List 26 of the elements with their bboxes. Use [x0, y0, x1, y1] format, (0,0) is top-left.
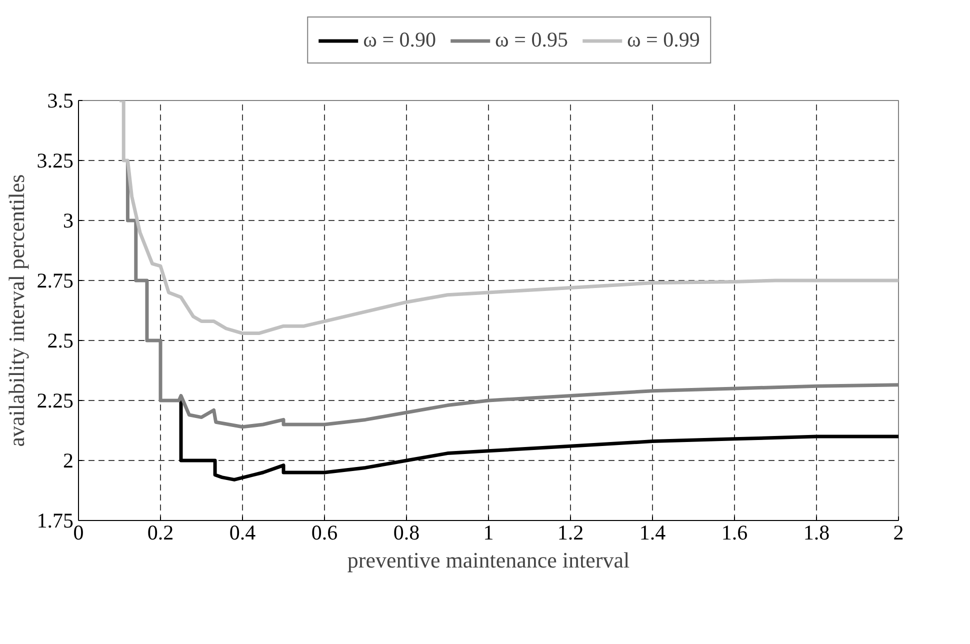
y-tick-label: 2 — [63, 448, 74, 472]
legend-label: ω = 0.95 — [495, 28, 568, 52]
x-tick-label: 1.6 — [721, 520, 748, 544]
x-tick-label: 0.8 — [393, 520, 420, 544]
y-tick-label: 1.75 — [36, 508, 74, 532]
y-tick-label: 3.25 — [36, 148, 74, 172]
y-tick-label: 3.5 — [47, 88, 74, 112]
x-tick-label: 1.8 — [803, 520, 830, 544]
x-tick-label: 0.4 — [229, 520, 256, 544]
x-tick-label: 2 — [893, 520, 904, 544]
x-axis-title: preventive maintenance interval — [347, 548, 630, 572]
x-tick-label: 1.4 — [639, 520, 666, 544]
y-axis-title: availability interval percentiles — [4, 174, 29, 447]
x-tick-label: 0.2 — [147, 520, 174, 544]
y-tick-label: 2.75 — [36, 268, 74, 292]
line-series — [179, 398, 898, 482]
y-tick-label: 3 — [63, 208, 74, 232]
x-tick-label: 1 — [483, 520, 494, 544]
legend-label: ω = 0.99 — [626, 28, 700, 52]
x-tick-label: 0.6 — [311, 520, 338, 544]
x-tick-label: 1.2 — [557, 520, 584, 544]
y-tick-label: 2.25 — [36, 388, 74, 412]
legend-label: ω = 0.90 — [363, 28, 436, 52]
y-tick-label: 2.5 — [47, 328, 74, 352]
line-series — [118, 100, 898, 336]
x-tick-label: 0 — [73, 520, 84, 544]
